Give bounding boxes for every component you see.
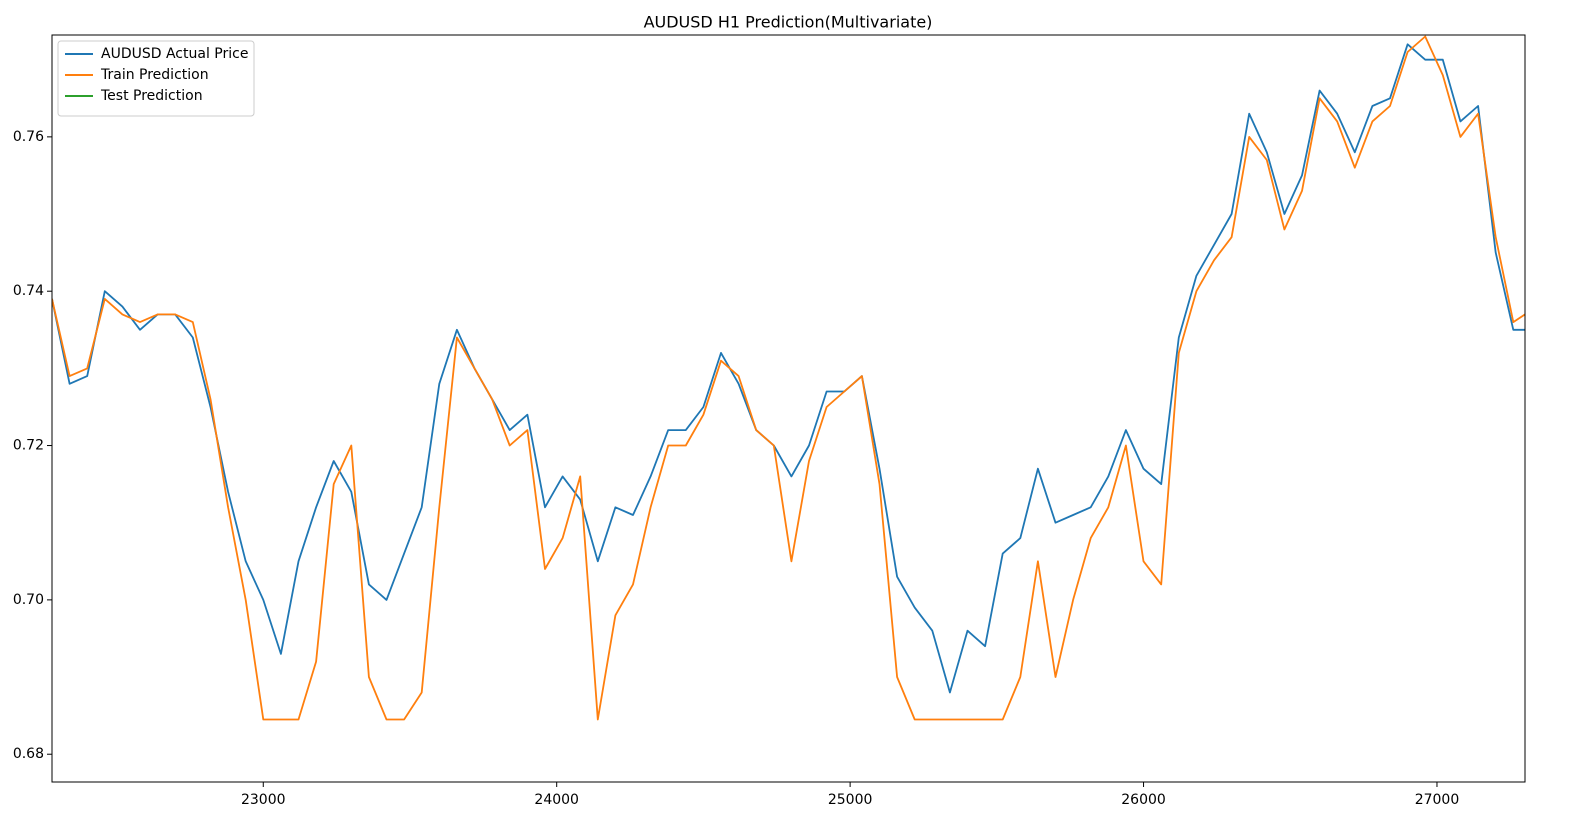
x-tick-label: 26000 <box>1121 792 1166 808</box>
legend-label: Train Prediction <box>100 67 209 83</box>
legend-box <box>57 40 255 117</box>
legend: AUDUSD Actual Price Train Prediction Test … <box>57 40 255 117</box>
y-tick-label: 0.68 <box>13 746 44 762</box>
x-tick-label: 25000 <box>828 792 873 808</box>
x-tick-label: 23000 <box>241 792 286 808</box>
y-tick-label: 0.70 <box>13 592 44 608</box>
x-tick-label: 24000 <box>534 792 579 808</box>
plot-frame <box>51 34 1526 783</box>
chart-title: AUDUSD H1 Prediction(Multivariate) <box>644 13 933 32</box>
plot-area <box>52 35 1525 721</box>
legend-label: Test Prediction <box>100 88 203 104</box>
series-line <box>52 35 1525 721</box>
y-tick-label: 0.76 <box>13 129 44 145</box>
legend-label: AUDUSD Actual Price <box>101 46 248 62</box>
x-tick-label: 27000 <box>1415 792 1460 808</box>
y-tick-label: 0.72 <box>13 438 44 454</box>
y-tick-label: 0.74 <box>13 283 44 299</box>
series-line <box>52 43 1525 694</box>
